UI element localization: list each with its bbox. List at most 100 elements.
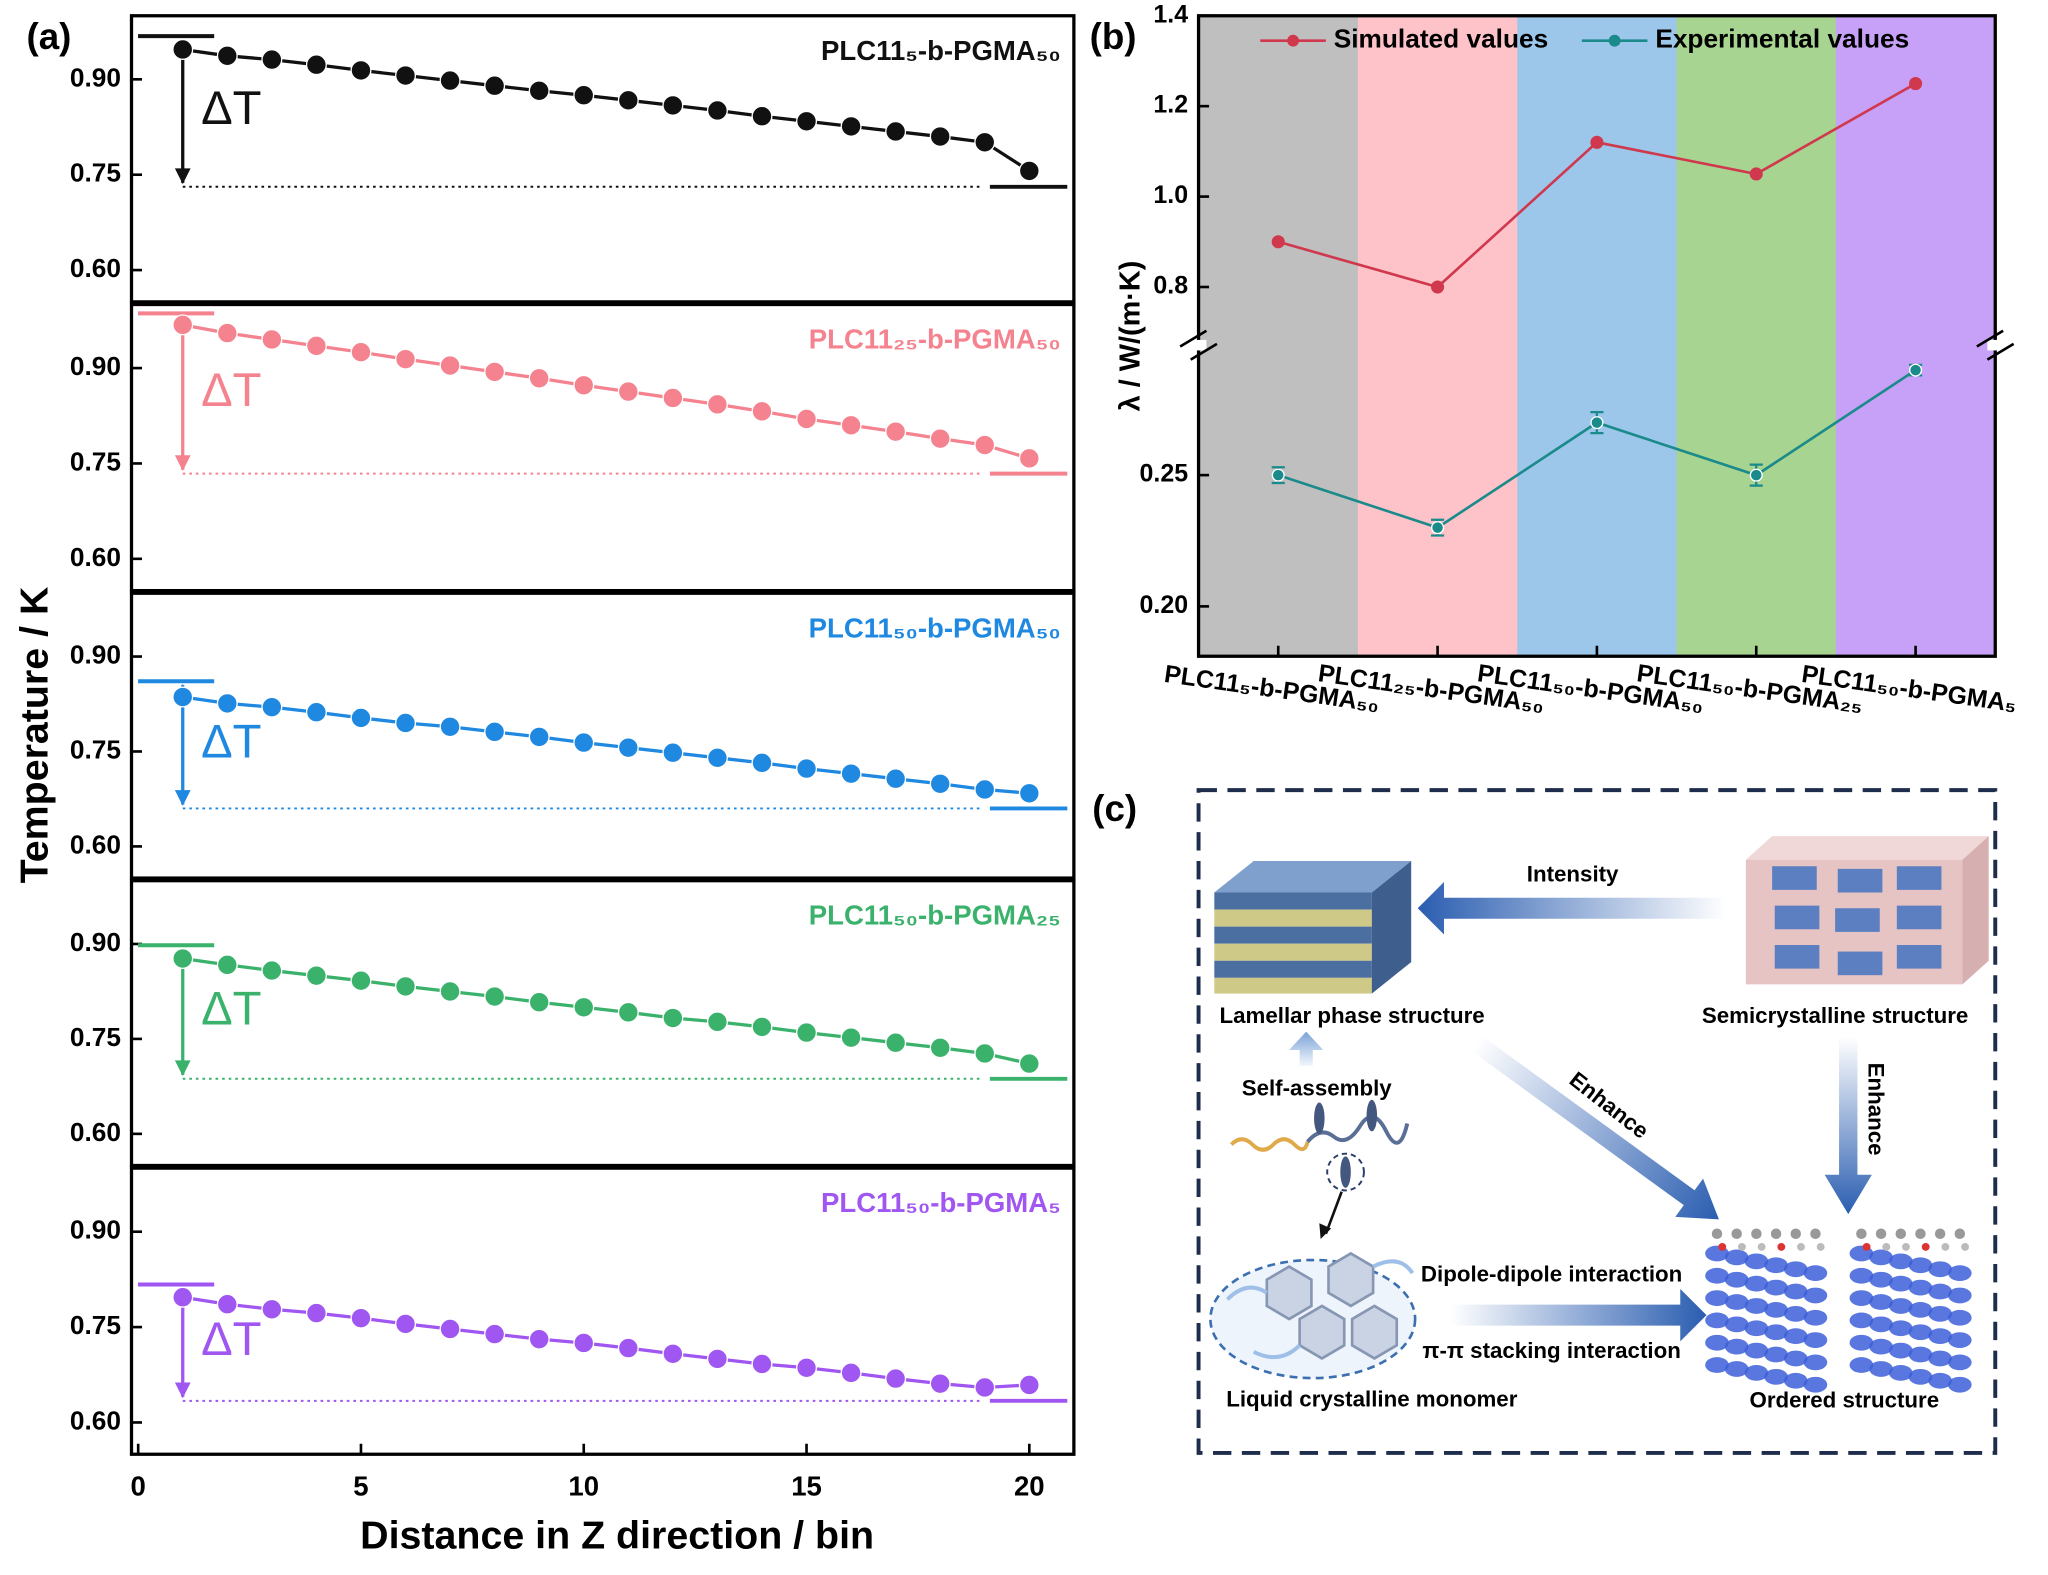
y-tick-label: 1.0 xyxy=(1153,181,1188,209)
data-point xyxy=(885,120,907,142)
data-point xyxy=(617,381,639,403)
y-tick-label: 1.4 xyxy=(1153,0,1188,28)
data-point xyxy=(796,408,818,430)
y-tick-label: 0.20 xyxy=(1140,591,1189,619)
data-point xyxy=(1271,468,1285,482)
data-point xyxy=(706,393,728,415)
molecule xyxy=(1705,1312,1729,1329)
data-point xyxy=(350,707,372,729)
y-tick-label: 0.75 xyxy=(70,1022,121,1052)
molecule xyxy=(1948,1287,1972,1304)
data-point xyxy=(840,763,862,785)
molecule xyxy=(1928,1350,1952,1367)
data-point xyxy=(216,322,238,344)
molecule xyxy=(1724,1249,1749,1266)
y-tick-label: 0.75 xyxy=(70,734,121,764)
axis-break xyxy=(1986,342,2015,361)
atom xyxy=(1731,1228,1742,1239)
data-point xyxy=(1018,1374,1040,1396)
delta-label: ΔT xyxy=(201,715,261,768)
diagram-label: Ordered structure xyxy=(1750,1388,1940,1413)
data-point xyxy=(751,105,773,127)
molecule xyxy=(1783,1372,1808,1389)
data-point xyxy=(617,89,639,111)
data-point xyxy=(840,115,862,137)
atom xyxy=(1816,1242,1825,1251)
category-band xyxy=(1835,15,1996,657)
atom xyxy=(1961,1242,1969,1251)
data-point xyxy=(706,747,728,769)
legend-label: Experimental values xyxy=(1655,24,1909,54)
molecule xyxy=(1908,1279,1933,1296)
arrow-head xyxy=(174,168,191,185)
y-tick-label: 0.8 xyxy=(1153,272,1188,300)
molecule xyxy=(1888,1320,1913,1337)
atom xyxy=(1862,1242,1871,1251)
y-tick-label: 0.90 xyxy=(70,927,121,957)
data-point xyxy=(439,1318,461,1340)
molecule xyxy=(1869,1271,1893,1288)
molecule xyxy=(1869,1338,1893,1355)
data-point xyxy=(216,692,238,714)
molecule xyxy=(1908,1368,1933,1385)
data-point xyxy=(974,434,996,456)
molecule xyxy=(1724,1294,1749,1310)
arrow xyxy=(1824,1036,1872,1215)
atom xyxy=(1810,1228,1821,1239)
data-point xyxy=(1909,77,1923,91)
molecule xyxy=(1783,1305,1808,1322)
x-tick-label: 15 xyxy=(791,1471,822,1502)
data-point xyxy=(617,1001,639,1023)
y-tick-label: 0.90 xyxy=(70,351,121,381)
atom xyxy=(1751,1228,1762,1239)
data-point xyxy=(751,752,773,774)
molecule xyxy=(1744,1365,1769,1381)
data-point xyxy=(216,45,238,67)
molecule xyxy=(1744,1320,1769,1337)
category-band xyxy=(1357,15,1518,657)
molecule xyxy=(1705,1357,1729,1373)
data-point xyxy=(751,1016,773,1038)
data-point xyxy=(662,387,684,409)
data-point xyxy=(305,335,327,357)
axis-break xyxy=(1976,329,2004,348)
data-point xyxy=(796,1357,818,1379)
molecule xyxy=(1744,1253,1769,1270)
atom xyxy=(1757,1242,1766,1251)
molecule xyxy=(1888,1275,1913,1292)
molecule xyxy=(1849,1290,1874,1306)
data-point xyxy=(1590,416,1604,430)
data-point xyxy=(929,1037,951,1059)
diagram-label: Intensity xyxy=(1527,861,1619,886)
data-point xyxy=(840,1027,862,1049)
data-point xyxy=(305,54,327,76)
molecule xyxy=(1948,1332,1972,1348)
legend-marker xyxy=(1287,34,1299,47)
legend-marker xyxy=(1608,34,1621,47)
ordered-structure xyxy=(1705,1228,1972,1393)
data-point xyxy=(528,80,550,102)
data-point xyxy=(974,1376,996,1398)
molecule xyxy=(1888,1365,1913,1381)
data-point xyxy=(573,374,595,396)
y-tick-label: 0.75 xyxy=(70,1310,121,1340)
arrow xyxy=(1471,1036,1719,1220)
data-point xyxy=(350,1307,372,1329)
data-point xyxy=(796,758,818,780)
molecule xyxy=(1744,1298,1769,1314)
y-tick-label: 0.75 xyxy=(70,446,121,476)
delta-label: ΔT xyxy=(201,983,261,1036)
molecule xyxy=(1724,1316,1749,1333)
molecule xyxy=(1849,1267,1874,1284)
arrow xyxy=(1417,882,1727,935)
atom xyxy=(1941,1242,1950,1251)
data-point xyxy=(484,721,506,743)
data-point xyxy=(1018,782,1040,804)
data-point xyxy=(706,1011,728,1033)
data-point xyxy=(261,1298,283,1320)
atom xyxy=(1915,1228,1926,1239)
molecule xyxy=(1803,1309,1828,1326)
axis-break xyxy=(1190,342,1218,361)
molecule xyxy=(1803,1287,1828,1304)
data-point xyxy=(885,1032,907,1054)
